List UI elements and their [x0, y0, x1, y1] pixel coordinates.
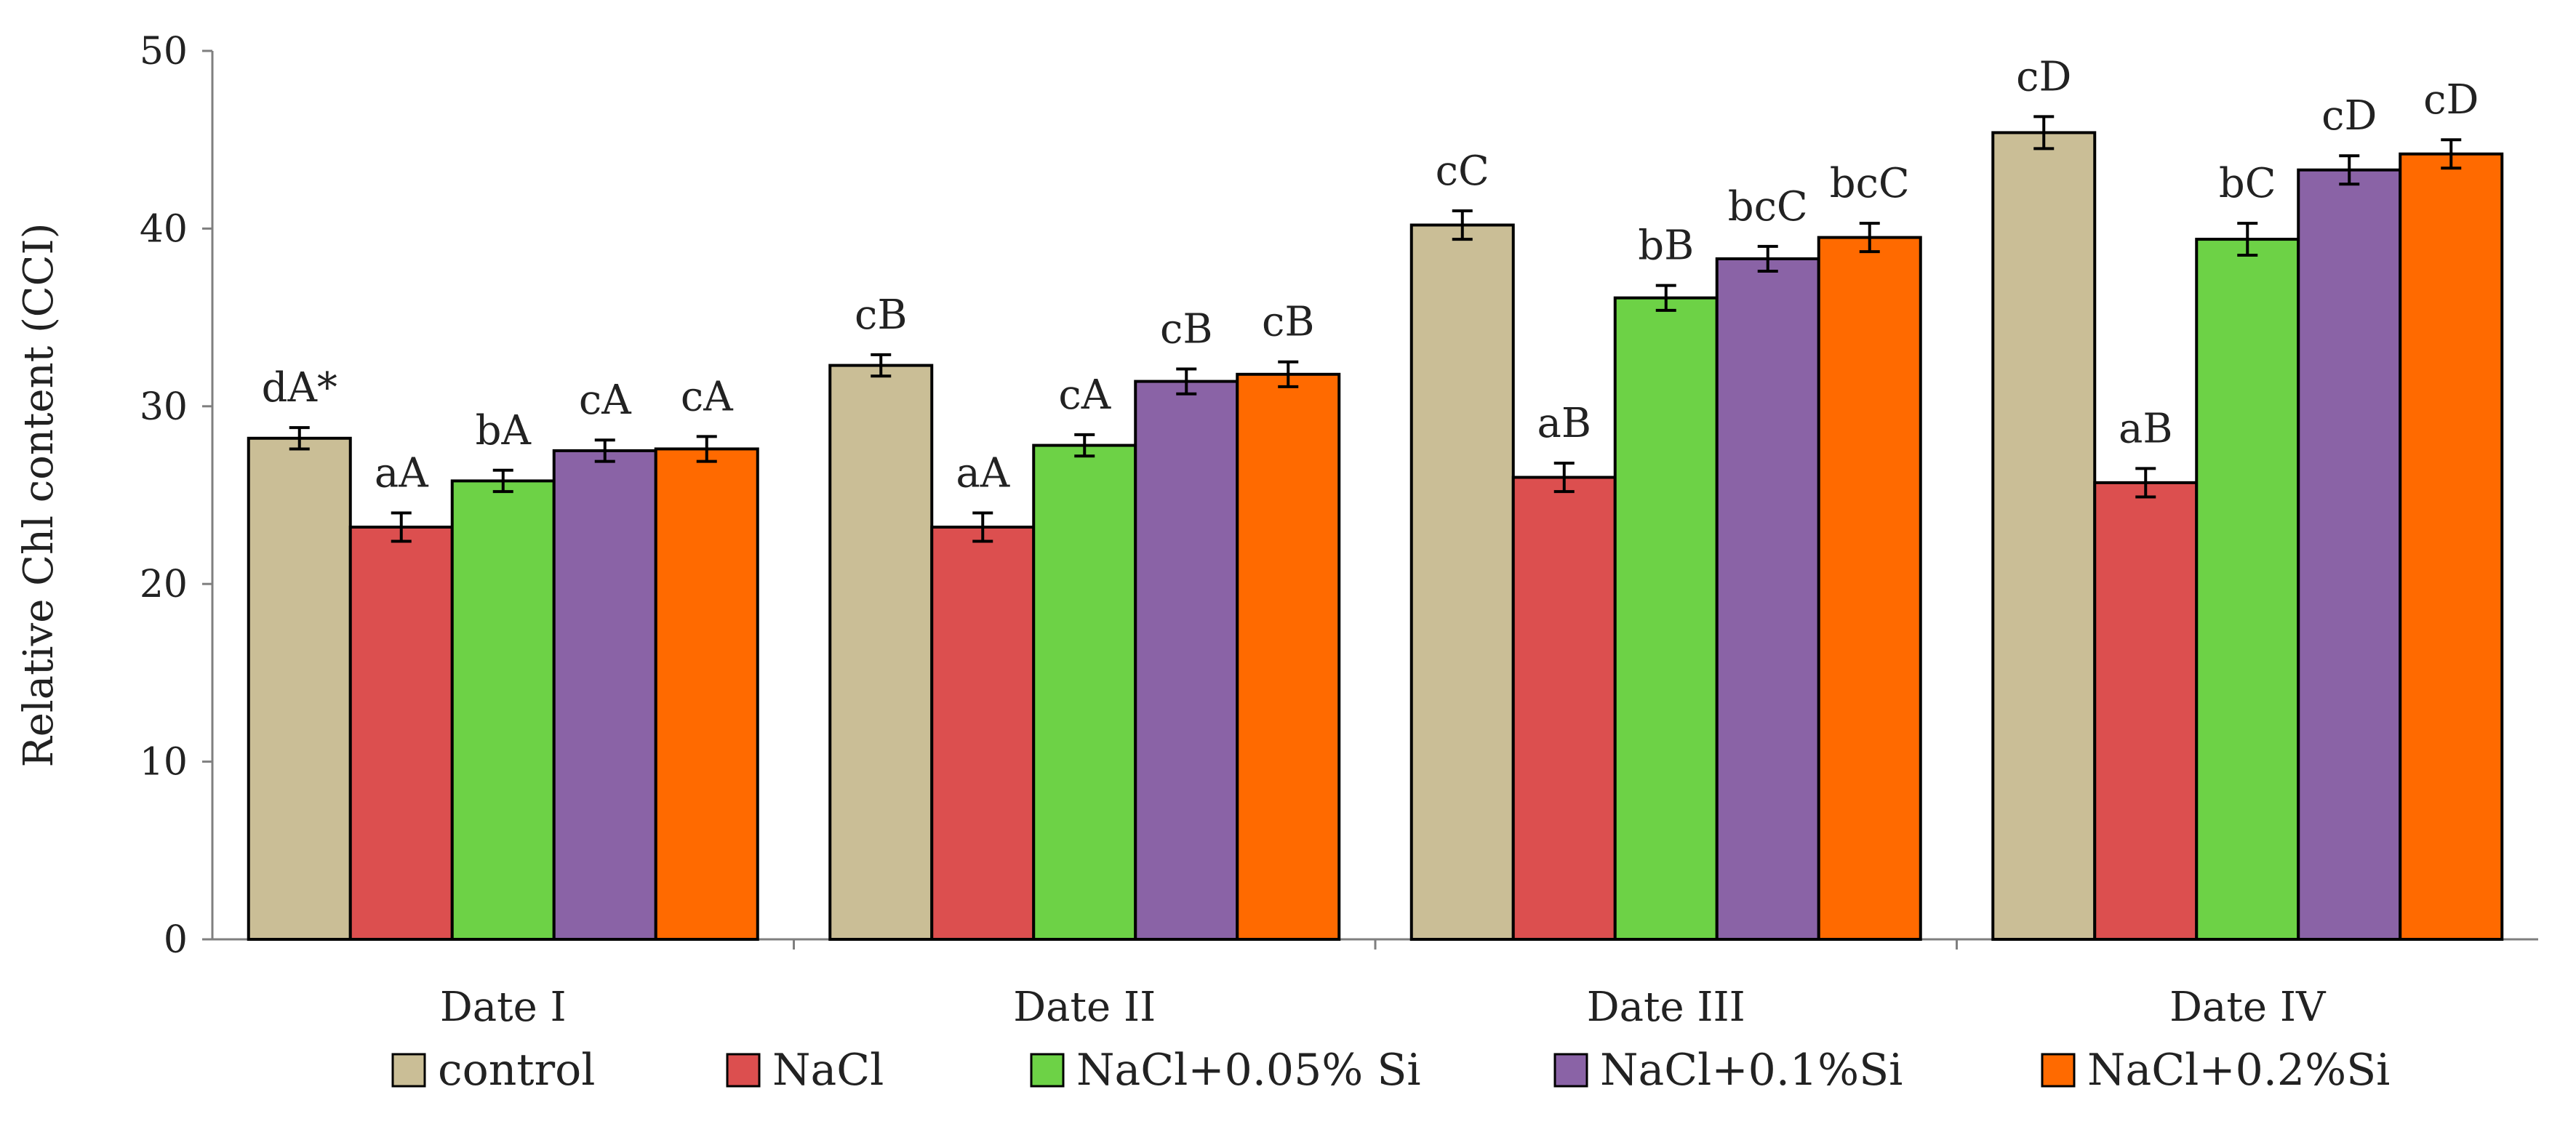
data-label: aB [1537, 400, 1591, 447]
data-label: cD [2321, 92, 2377, 140]
bar [1032, 443, 1137, 941]
x-category-label: Date II [1013, 984, 1156, 1031]
legend-label: control [438, 1045, 595, 1096]
data-label: cB [1262, 299, 1315, 346]
data-label: aA [375, 449, 428, 497]
data-label: bcC [1728, 183, 1808, 230]
y-tick-label: 20 [140, 563, 188, 606]
bar [1613, 296, 1719, 941]
bar [552, 449, 657, 941]
legend-label: NaCl+0.1%Si [1600, 1045, 1903, 1096]
x-category-label: Date I [440, 984, 567, 1031]
legend-swatch [1030, 1053, 1065, 1088]
y-tick-label: 50 [140, 30, 188, 73]
data-label: cB [1160, 305, 1213, 353]
y-tick-label: 40 [140, 207, 188, 251]
x-category-label: Date III [1587, 984, 1745, 1031]
data-label: bA [476, 407, 532, 454]
data-label: aB [2119, 405, 2173, 452]
legend-label: NaCl [772, 1045, 884, 1096]
bar [1817, 236, 1922, 941]
data-label: aA [956, 449, 1009, 497]
data-label: bC [2219, 160, 2276, 207]
bar [1236, 372, 1341, 941]
data-label: cC [1436, 148, 1489, 195]
bar [1991, 131, 2097, 942]
bar [450, 479, 556, 941]
bar [2093, 481, 2199, 941]
y-tick-label: 10 [140, 741, 188, 784]
bar [2399, 152, 2504, 942]
data-label: bcC [1830, 160, 1910, 207]
bar [1409, 223, 1515, 941]
legend-swatch [2041, 1053, 2076, 1088]
legend-swatch [391, 1053, 426, 1088]
data-label: cD [2423, 76, 2479, 124]
bar [348, 525, 454, 941]
legend-label: NaCl+0.2%Si [2087, 1045, 2390, 1096]
bar [1715, 257, 1820, 941]
legend-swatch [1553, 1053, 1588, 1088]
data-label: cA [579, 377, 631, 424]
bar [1134, 380, 1239, 941]
data-label: cD [2016, 53, 2071, 100]
y-tick-label: 30 [140, 385, 188, 429]
legend-label: NaCl+0.05% Si [1076, 1045, 1421, 1096]
bar [930, 525, 1036, 941]
y-axis-label: Relative Chl content (CCI) [15, 223, 63, 768]
x-category-label: Date IV [2169, 984, 2327, 1031]
bar [654, 447, 759, 941]
bar [828, 364, 934, 941]
data-label: dA* [262, 364, 337, 412]
data-label: cB [855, 292, 908, 339]
bar [1511, 475, 1617, 941]
legend-swatch [726, 1053, 761, 1088]
data-label: cA [1058, 372, 1111, 419]
y-tick-label: 0 [164, 918, 188, 962]
bar [247, 436, 352, 941]
bar [2195, 238, 2300, 941]
data-label: cA [681, 373, 733, 420]
bar [2297, 168, 2402, 941]
data-label: bB [1638, 222, 1694, 270]
